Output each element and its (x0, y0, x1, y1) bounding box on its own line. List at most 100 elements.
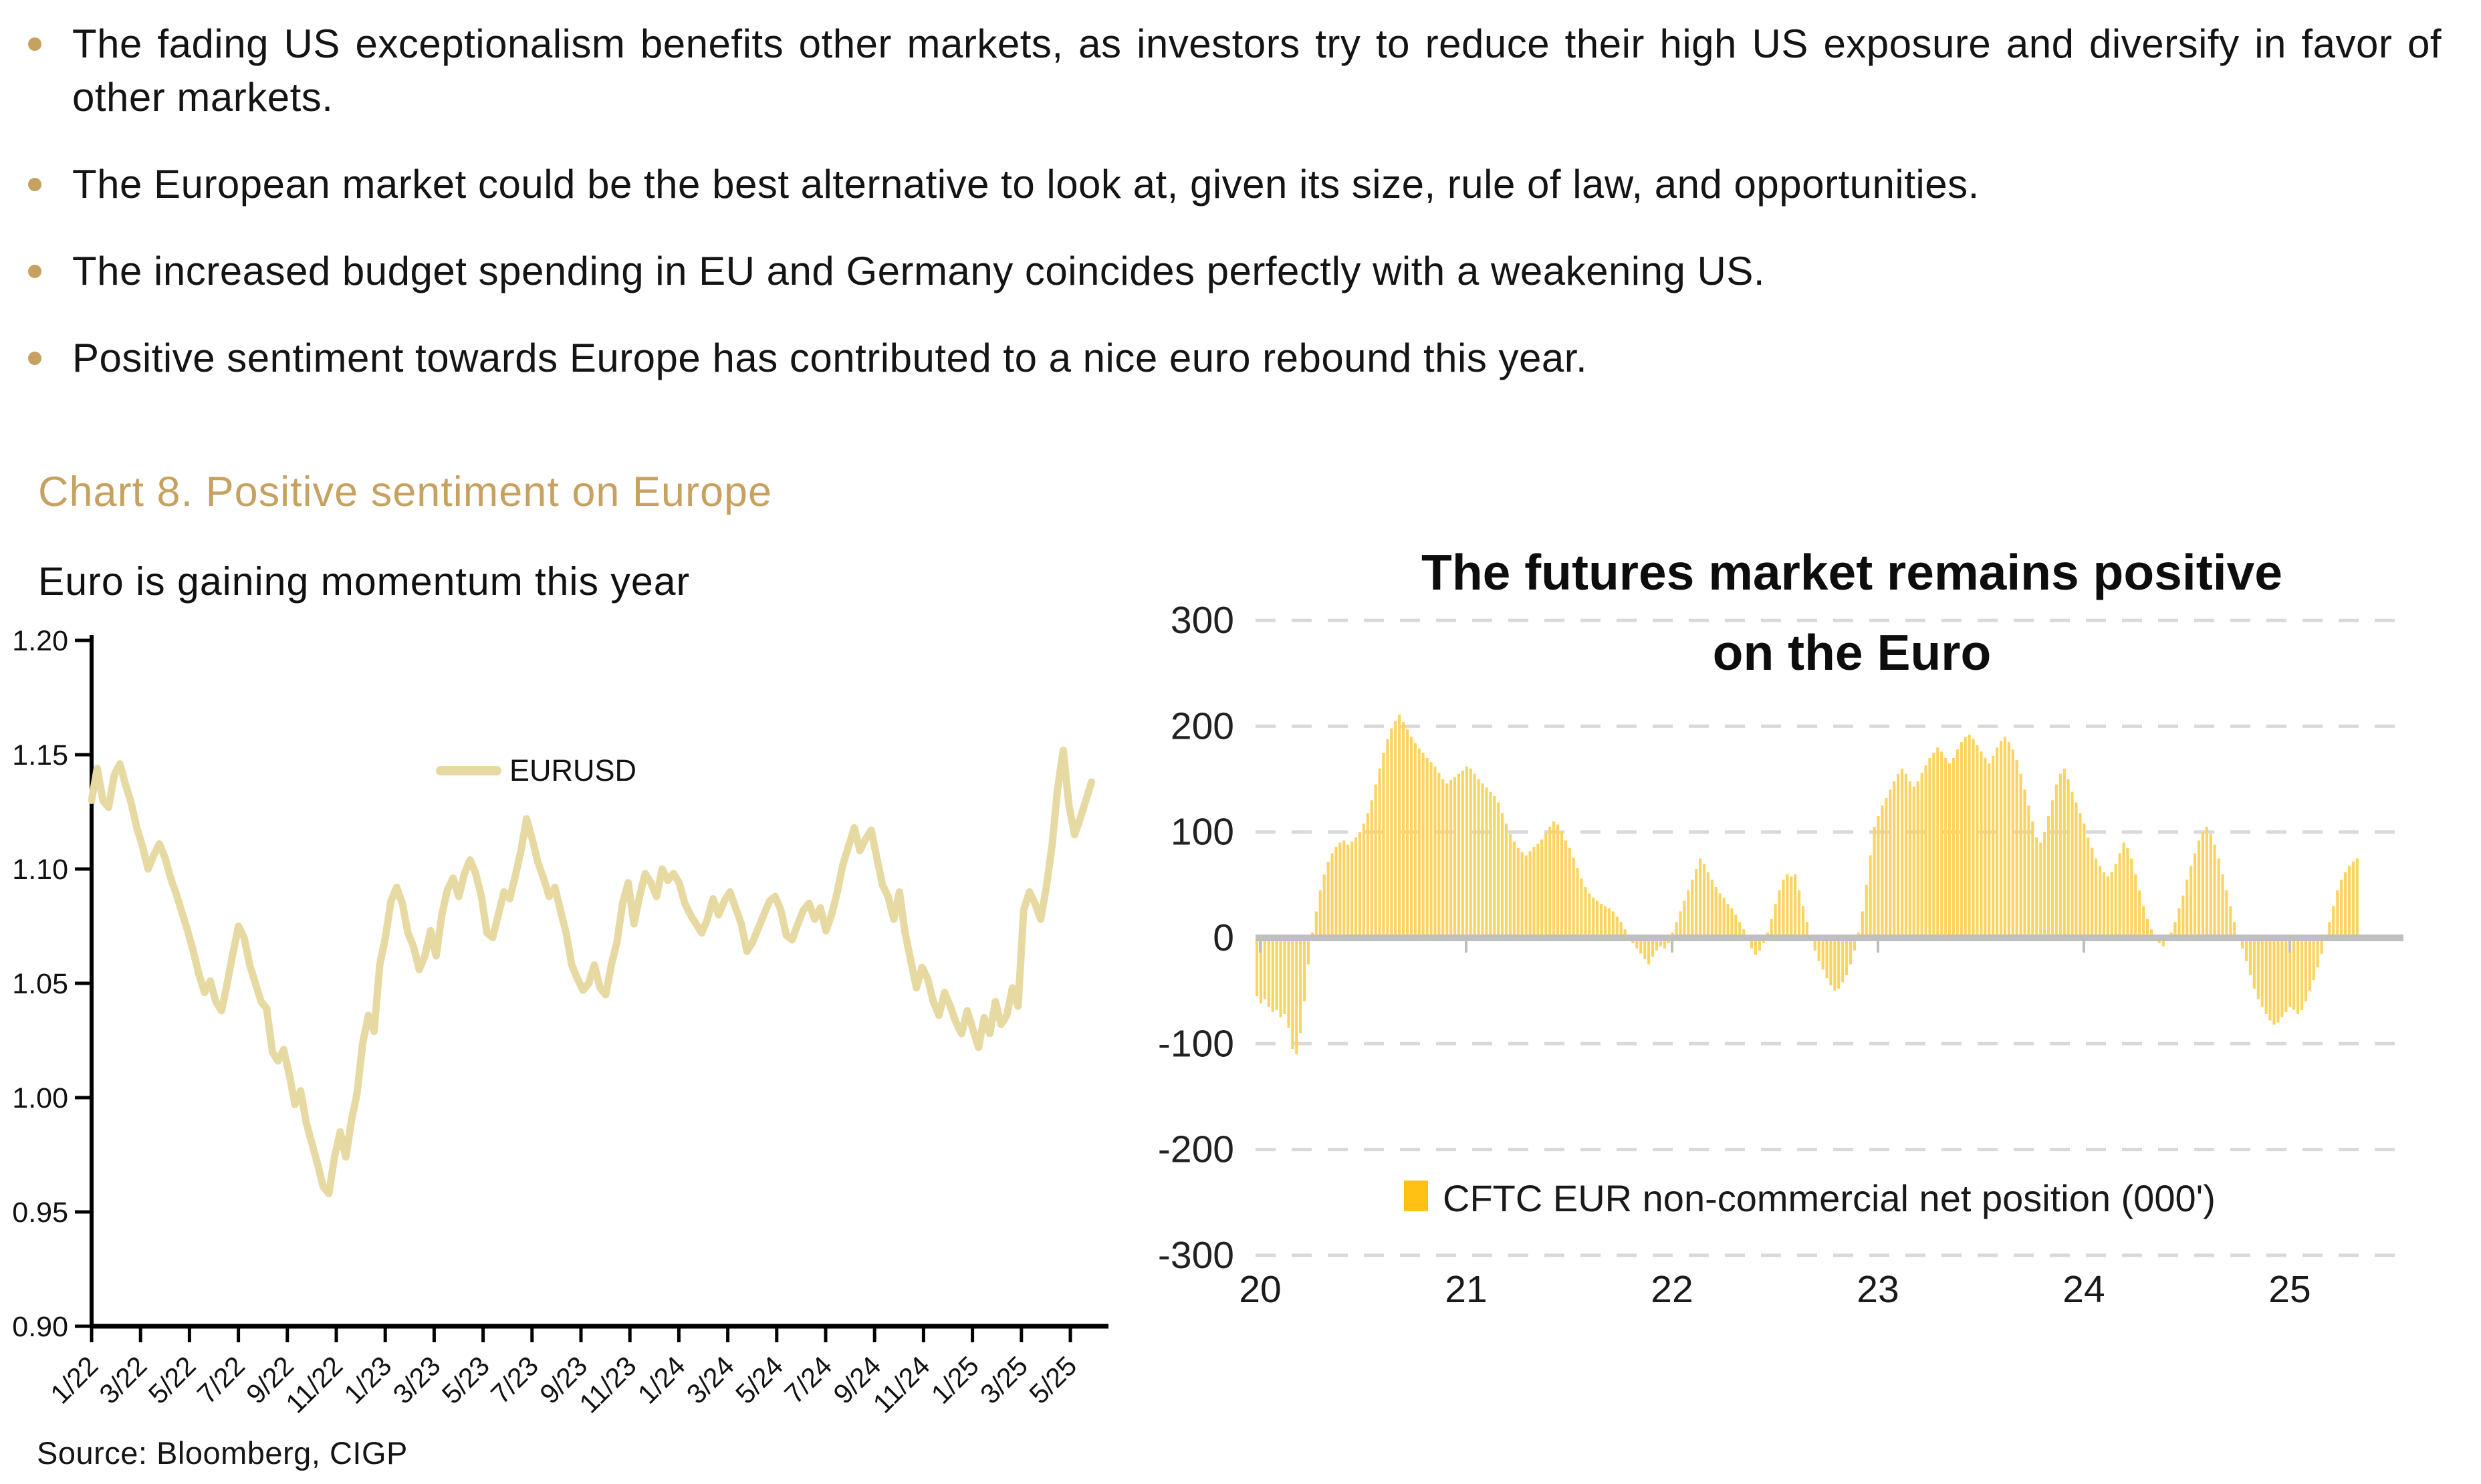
left-x-tick-label: 7/23 (485, 1350, 544, 1410)
cftc-bar (2122, 842, 2125, 938)
left-x-tick-label: 1/22 (44, 1350, 104, 1410)
cftc-bar (1651, 938, 1655, 957)
cftc-bar (2316, 938, 2319, 968)
cftc-bar (1283, 938, 1286, 1014)
right-y-tick-label: 0 (1213, 916, 1234, 959)
cftc-bar (1413, 743, 1417, 938)
cftc-bar (1928, 757, 1931, 938)
cftc-bar (1655, 938, 1658, 951)
cftc-bar (1584, 887, 1587, 938)
cftc-bar (1703, 864, 1706, 938)
cftc-bar (2071, 791, 2074, 938)
cftc-bar (1706, 872, 1709, 938)
cftc-bar (1425, 757, 1429, 938)
cftc-bar (1465, 766, 1468, 938)
left-y-tick-label: 1.00 (12, 1082, 68, 1114)
cftc-bar (1992, 755, 1995, 938)
cftc-bar (1326, 862, 1330, 938)
cftc-bar (1619, 922, 1623, 938)
cftc-bar (2043, 832, 2046, 938)
cftc-bar (1968, 735, 1971, 938)
cftc-bar (1643, 938, 1647, 959)
cftc-bar (2058, 773, 2062, 938)
cftc-bar (2296, 938, 2300, 1014)
cftc-bar (1382, 753, 1385, 938)
cftc-bar (1940, 751, 1943, 938)
cftc-bar (2328, 922, 2331, 938)
cftc-bar (2126, 848, 2129, 938)
cftc-bar (2011, 749, 2014, 938)
cftc-bar (2241, 938, 2244, 949)
cftc-bar (2079, 813, 2082, 938)
cftc-bar (1904, 773, 1907, 938)
cftc-bar (2114, 864, 2117, 938)
cftc-bar (1592, 897, 1595, 938)
cftc-bar (1873, 826, 1876, 938)
cftc-bar (1714, 887, 1718, 938)
right-x-tick-label: 21 (1445, 1268, 1487, 1311)
bullet-icon (28, 265, 41, 278)
cftc-bar (2181, 895, 2185, 938)
cftc-bar (1675, 922, 1678, 938)
cftc-bar (1944, 757, 1947, 938)
cftc-bar (1960, 742, 1963, 938)
cftc-bar (2248, 938, 2252, 975)
left-y-tick-label: 1.10 (12, 854, 68, 886)
cftc-bar (1516, 848, 1520, 938)
cftc-bar (1433, 766, 1437, 938)
cftc-bar (1710, 879, 1714, 938)
bullet-item: The increased budget spending in EU and … (28, 245, 2442, 298)
left-x-tick-label: 11/24 (867, 1350, 936, 1419)
cftc-bar (1576, 868, 1579, 938)
cftc-bar (1916, 781, 1919, 938)
cftc-bar (1825, 938, 1828, 979)
cftc-bar (1342, 840, 1346, 938)
cftc-bar (2217, 858, 2220, 938)
left-chart-title: Euro is gaining momentum this year (38, 560, 691, 604)
right-chart-title: on the Euro (1713, 624, 1992, 681)
cftc-bar (1734, 914, 1738, 938)
cftc-bar (1611, 911, 1615, 938)
source-note: Source: Bloomberg, CIGP (37, 1435, 408, 1471)
cftc-bar (2355, 858, 2359, 938)
cftc-bar (2007, 742, 2010, 938)
cftc-bar (1354, 837, 1358, 938)
cftc-bar (1924, 765, 1927, 938)
cftc-bar (1390, 728, 1393, 938)
cftc-bar (1572, 857, 1575, 938)
left-x-tick-label: 3/25 (974, 1350, 1034, 1410)
cftc-bar (2351, 862, 2355, 938)
bullet-item: The fading US exceptionalism benefits ot… (28, 17, 2442, 124)
cftc-bar (1889, 789, 1892, 938)
cftc-bar (1952, 757, 1955, 938)
cftc-bar (2091, 848, 2094, 938)
bullet-item: The European market could be the best al… (28, 158, 2442, 211)
cftc-bar (1750, 938, 1754, 949)
cftc-bar (1457, 773, 1460, 938)
cftc-bar (1861, 911, 1864, 938)
cftc-bar (1996, 747, 1999, 938)
cftc-bar (2083, 824, 2086, 938)
cftc-bar (1501, 813, 1504, 938)
left-y-tick-label: 0.95 (12, 1197, 68, 1229)
left-x-tick-label: 1/25 (925, 1350, 985, 1410)
cftc-bar (1663, 938, 1666, 949)
cftc-bar (2308, 938, 2311, 991)
right-x-tick-label: 23 (1857, 1268, 1899, 1311)
cftc-bar (1421, 753, 1425, 938)
cftc-bar (2194, 853, 2197, 938)
chart-section-heading: Chart 8. Positive sentiment on Europe (38, 469, 773, 515)
cftc-bar (1742, 929, 1746, 938)
cftc-bar (1334, 846, 1338, 938)
cftc-bar (2118, 853, 2121, 938)
cftc-bar (1980, 751, 1983, 938)
cftc-bar (2229, 906, 2232, 938)
cftc-bar (1406, 729, 1409, 938)
left-y-tick-label: 1.15 (12, 739, 68, 771)
bullet-icon (28, 178, 41, 191)
cftc-bar (1263, 938, 1266, 999)
cftc-bar (1754, 938, 1757, 955)
cftc-bar (2340, 879, 2343, 938)
cftc-legend-label: CFTC EUR non-commercial net position (00… (1443, 1177, 2216, 1219)
